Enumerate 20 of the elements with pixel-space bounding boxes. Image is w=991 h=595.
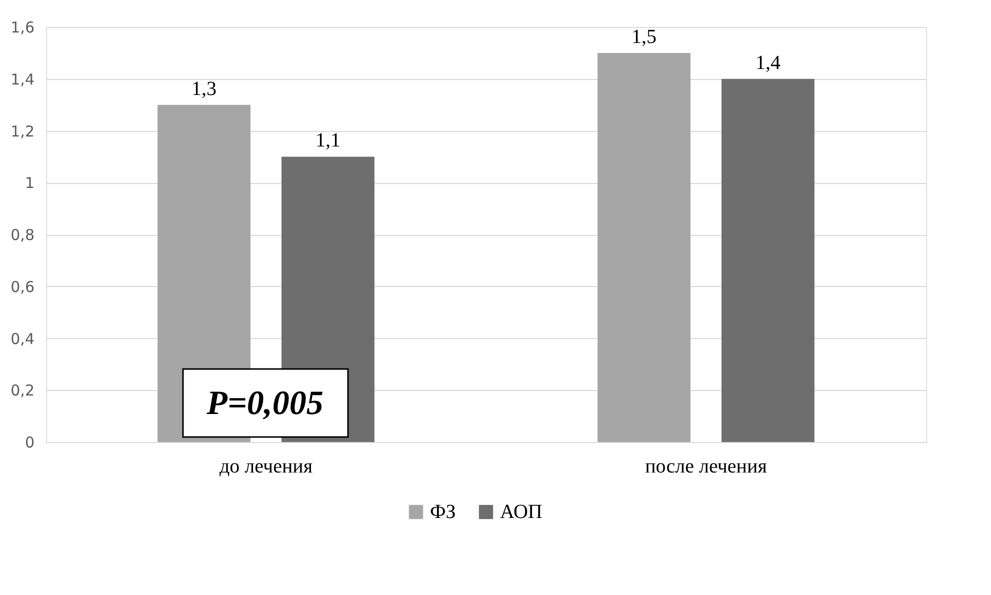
bar [598,52,691,442]
y-tick-label: 0,8 [10,226,34,244]
y-tick-label: 1,4 [10,70,34,88]
data-label: 1,5 [632,26,657,48]
y-tick-label: 1,6 [10,18,34,36]
y-tick-label: 0,6 [10,278,34,296]
y-tick-label: 0 [24,434,34,452]
data-label: 1,3 [192,78,217,100]
data-label: 1,4 [755,52,780,74]
y-tick-label: 0,4 [10,330,34,348]
annotation: P=0,005 [206,385,324,422]
y-tick-label: 0,2 [10,382,34,400]
y-tick-label: 1,2 [10,122,34,140]
data-label: 1,1 [315,130,340,152]
bar [721,78,814,442]
x-tick-label: после лечения [645,456,767,478]
legend-label: ФЗ [430,501,456,523]
y-tick-label: 1 [24,174,34,192]
x-tick-label: до лечения [219,456,313,478]
legend-label: АОП [500,501,542,523]
